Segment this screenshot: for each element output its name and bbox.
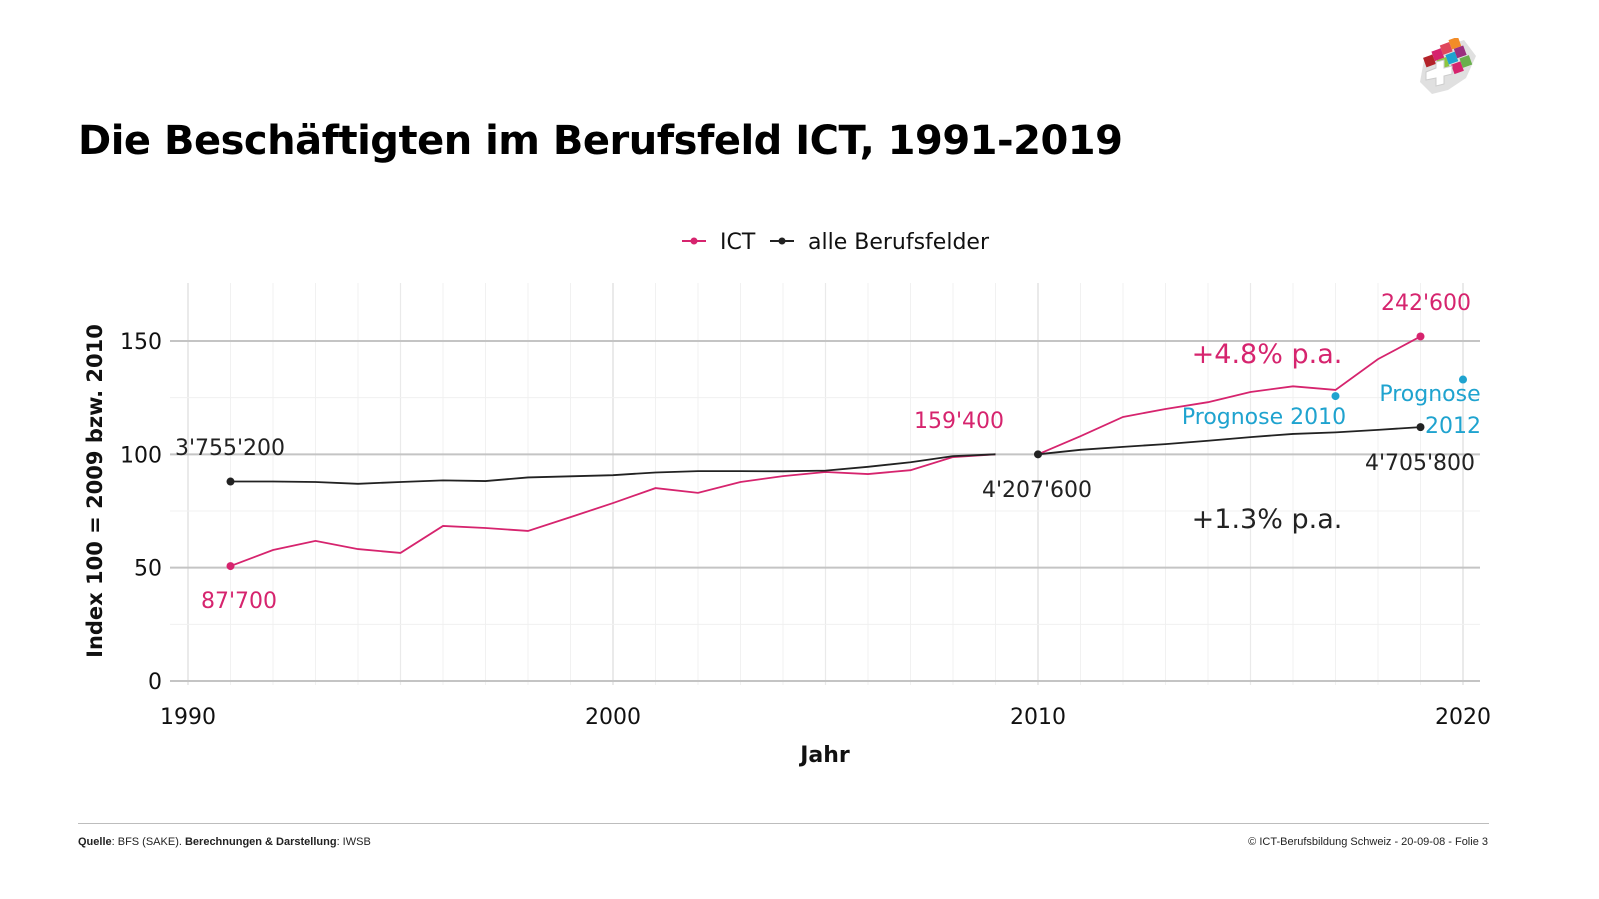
footer-divider [78,823,1489,824]
ict-logo [1420,38,1476,94]
data-point [226,562,235,571]
annotation-label: 87'700 [201,589,277,614]
x-tick-label: 2000 [585,705,641,730]
forecast-point [1459,375,1467,384]
data-point [1416,423,1425,432]
annotation-label: 2012 [1425,414,1481,439]
annotation-label: 242'600 [1381,291,1471,316]
annotation-label: +1.3% p.a. [1192,504,1343,535]
calc-label: Berechnungen & Darstellung [184,836,337,848]
y-tick-label: 100 [120,443,162,468]
axes: 0 50 100 150 1990 2000 2010 2020 Jahr Index 100 =… [83,324,1491,768]
series-line-ict [230,453,996,567]
annotation-label: Prognose [1379,382,1480,407]
legend-key-dot [690,237,698,245]
grid [170,283,1480,685]
annotation-label: +4.8% p.a. [1192,339,1343,370]
legend-key-dot [778,237,786,245]
annotation-label: 3'755'200 [175,436,285,461]
footer-source: Quelle: BFS (SAKE). Berechnungen & Darst… [78,836,371,848]
series-line-alle-berufsfelder [230,453,996,485]
x-tick-label: 2020 [1435,705,1491,730]
annotation-label: 4'207'600 [982,478,1092,503]
forecast-point [1331,392,1340,401]
legend: ICT alle Berufsfelder [682,230,990,255]
employment-line-chart: 0 50 100 150 1990 2000 2010 2020 Jahr Index 100 =… [83,230,1491,768]
x-axis-label: Jahr [798,743,850,768]
source-value: : BFS (SAKE). [111,836,185,848]
y-axis-label: Index 100 = 2009 bzw. 2010 [83,324,107,658]
annotation-label: 4'705'800 [1365,451,1475,476]
data-point [1416,332,1425,341]
legend-label: ICT [720,230,756,255]
y-tick-label: 0 [148,670,162,695]
data-point [226,477,235,486]
legend-label: alle Berufsfelder [808,230,990,255]
source-label: Quelle [78,836,112,848]
series-line-alle-berufsfelder [1037,426,1421,456]
annotations: 242'600 159'400 87'700 3'755'200 4'207'600 4'… [175,291,1481,614]
data-point [1034,450,1042,459]
series-line-ict [1037,335,1421,456]
series-lines [226,332,1467,571]
annotation-label: 159'400 [914,409,1004,434]
footer-copyright: © ICT-Berufsbildung Schweiz - 20-09-08 -… [1248,836,1488,848]
y-tick-label: 150 [120,330,162,355]
y-tick-label: 50 [134,557,162,582]
x-tick-label: 1990 [160,705,216,730]
slide-title: Die Beschäftigten im Berufsfeld ICT, 199… [78,118,1123,164]
annotation-label: Prognose 2010 [1182,405,1346,430]
x-tick-label: 2010 [1010,705,1066,730]
calc-value: : IWSB [336,836,371,848]
